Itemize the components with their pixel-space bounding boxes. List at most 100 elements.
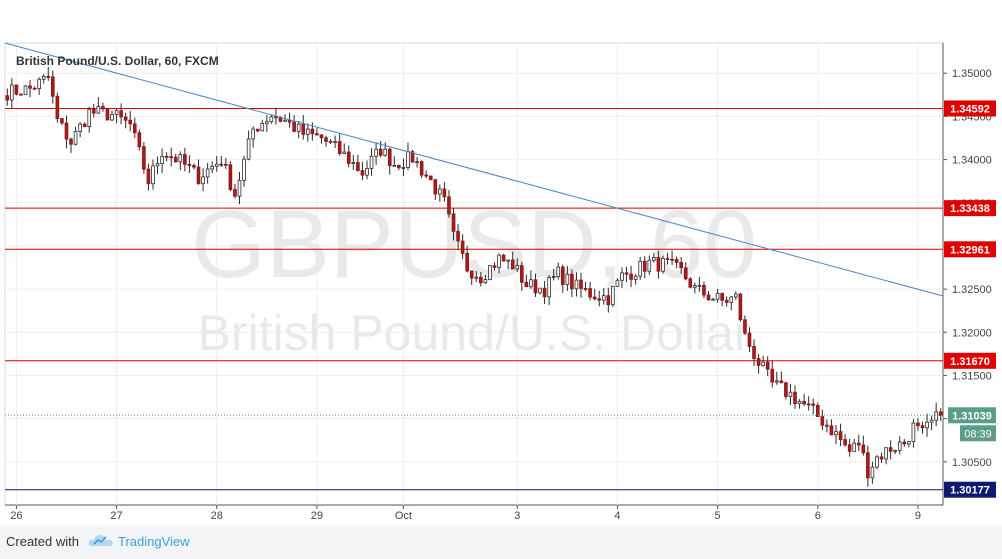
candle-up: [761, 361, 765, 366]
candle-down: [779, 380, 784, 384]
candle-up: [333, 141, 337, 143]
candle-up: [652, 257, 656, 261]
candle-up: [283, 119, 287, 122]
candle-down: [146, 168, 151, 185]
candle-down: [356, 162, 360, 171]
candle-up: [734, 293, 738, 298]
candle-down: [301, 123, 306, 135]
candle-down: [101, 106, 105, 110]
x-tick-label: 29: [311, 510, 323, 522]
candle-up: [515, 265, 520, 270]
candle-down: [802, 401, 806, 405]
candle-down: [752, 346, 756, 359]
candle-down: [310, 128, 315, 135]
candle-down: [460, 240, 465, 254]
candle-up: [852, 442, 857, 452]
candle-down: [292, 121, 296, 132]
candle-up: [406, 151, 410, 168]
candle-up: [365, 167, 369, 176]
candle-up: [551, 276, 556, 279]
candle-down: [32, 87, 37, 90]
candle-up: [615, 279, 620, 287]
candle-up: [601, 295, 606, 301]
candle-up: [565, 273, 570, 285]
candle-down: [319, 134, 324, 139]
candle-down: [756, 358, 761, 366]
candle-down: [169, 156, 174, 159]
candle-down: [806, 403, 811, 406]
candle-up: [875, 456, 879, 468]
candle-down: [856, 442, 861, 446]
level-price-label: 1.33438: [950, 203, 990, 215]
last-price-tag: [948, 407, 996, 424]
tradingview-link[interactable]: TradingView: [118, 534, 190, 549]
candle-down: [656, 257, 661, 272]
candle-down: [424, 174, 429, 177]
candle-up: [556, 266, 561, 278]
candle-down: [5, 95, 10, 101]
candle-up: [797, 401, 802, 404]
last-price-label: 1.31039: [952, 410, 992, 422]
level-price-tag: [944, 200, 996, 217]
candle-up: [201, 176, 205, 185]
x-tick-label: 9: [915, 510, 921, 522]
candle-down: [69, 138, 73, 145]
candle-up: [155, 163, 160, 167]
candle-down: [825, 424, 829, 427]
candle-down: [533, 279, 538, 294]
candle-down: [428, 175, 433, 181]
candle-down: [451, 213, 456, 232]
candle-down: [55, 95, 60, 120]
candle-up: [483, 279, 488, 284]
candle-down: [888, 447, 893, 452]
candle-down: [447, 196, 451, 215]
candle-down: [433, 179, 438, 195]
candle-down: [597, 298, 602, 301]
candle-up: [251, 128, 255, 140]
footer-bar: Created with TradingView: [0, 526, 1002, 559]
candle-down: [838, 431, 843, 441]
candle-up: [497, 254, 501, 268]
candle-down: [738, 293, 743, 321]
candle-up: [633, 275, 638, 280]
candle-up: [374, 148, 378, 157]
candle-down: [724, 299, 729, 303]
candle-down: [119, 110, 123, 118]
candle-down: [560, 266, 565, 285]
candle-up: [934, 411, 938, 421]
candle-down: [670, 258, 674, 261]
candle-down: [747, 332, 752, 347]
candle-down: [542, 287, 547, 298]
candle-down: [847, 444, 852, 452]
x-tick-label: 3: [514, 510, 520, 522]
created-with-label: Created with: [6, 534, 79, 549]
candle-up: [488, 265, 492, 280]
candle-up: [661, 258, 665, 272]
candle-up: [178, 154, 183, 163]
candle-down: [519, 265, 524, 283]
candle-up: [647, 259, 652, 272]
candle-up: [96, 106, 101, 114]
candle-up: [23, 85, 28, 96]
candle-down: [720, 293, 724, 301]
candle-down: [82, 123, 87, 127]
candle-down: [743, 319, 747, 334]
candle-down: [233, 189, 237, 197]
candle-down: [629, 273, 633, 280]
candle-down: [665, 258, 670, 260]
candle-down: [183, 154, 187, 165]
candle-up: [870, 466, 875, 479]
candle-up: [697, 284, 702, 287]
candle-up: [415, 161, 419, 164]
candle-down: [19, 93, 23, 96]
candle-down: [14, 84, 19, 95]
candle-up: [296, 123, 301, 132]
chart-svg[interactable]: GBPUSD, 60 British Pound/U.S. Dollar 1.35…: [0, 0, 1002, 526]
candle-up: [78, 123, 82, 132]
candle-down: [142, 146, 146, 170]
candle-down: [706, 294, 711, 301]
candle-down: [410, 151, 415, 163]
candle-up: [10, 84, 14, 101]
x-tick-label: 5: [715, 510, 721, 522]
